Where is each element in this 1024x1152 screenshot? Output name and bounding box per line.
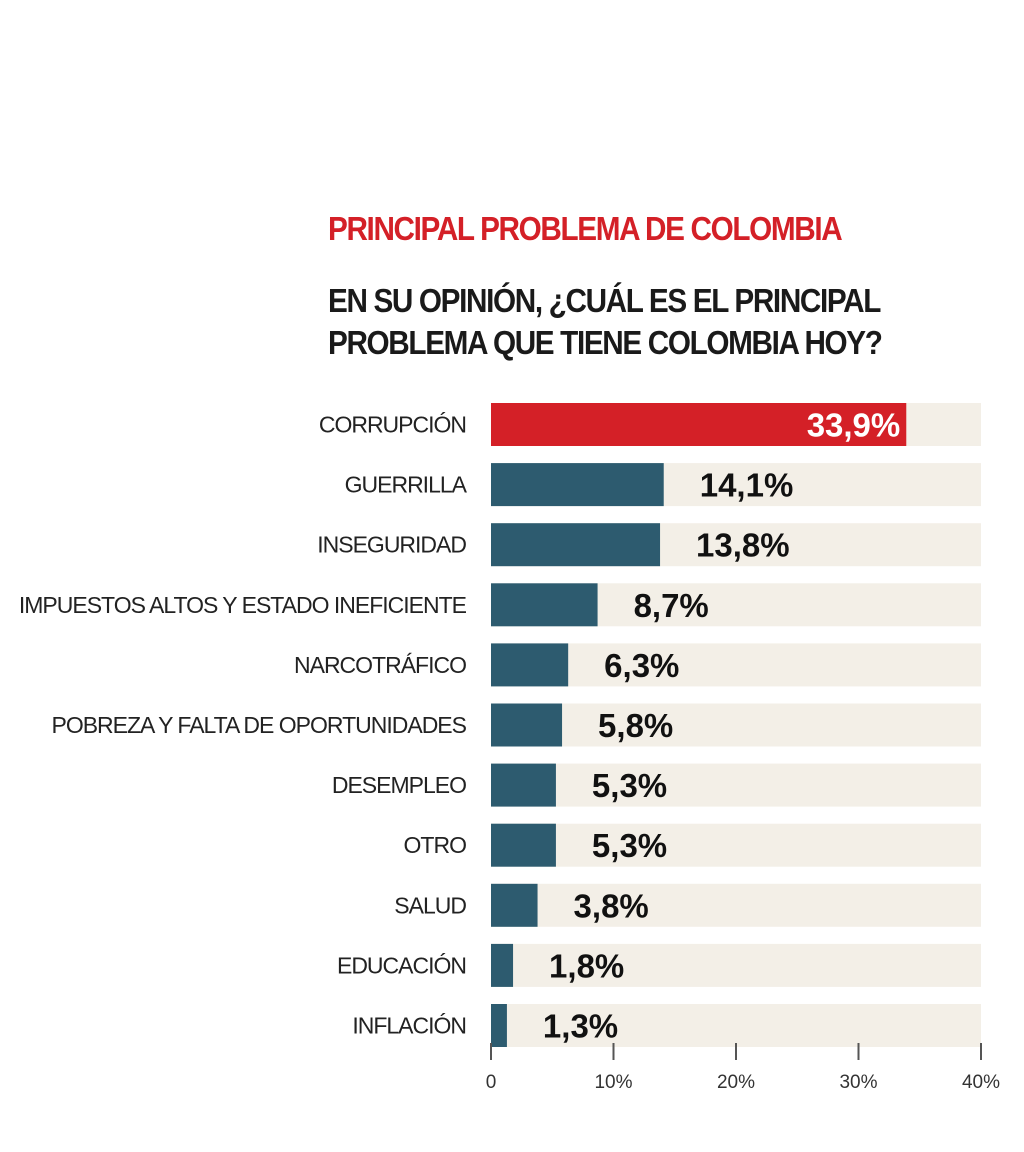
question-line-2: PROBLEMA QUE TIENE COLOMBIA HOY? [328,324,883,361]
value-label: 5,3% [592,767,667,804]
category-label: DESEMPLEO [332,772,466,798]
bar [491,643,569,687]
bar-track [491,823,981,867]
value-label: 1,8% [549,947,624,984]
value-label: 8,7% [634,587,709,624]
bar-track [491,643,981,687]
bar-row: IMPUESTOS ALTOS Y ESTADO INEFICIENTE 8,7% [19,583,981,627]
category-label: IMPUESTOS ALTOS Y ESTADO INEFICIENTE [19,592,467,618]
bar-row: OTRO 5,3% [404,823,981,867]
bar-track [491,763,981,807]
value-label: 6,3% [604,647,679,684]
bar-row: POBREZA Y FALTA DE OPORTUNIDADES 5,8% [51,703,981,747]
category-label: EDUCACIÓN [337,952,466,978]
value-label: 3,8% [574,887,649,924]
bar-row: NARCOTRÁFICO 6,3% [294,643,981,687]
bar [491,763,556,807]
x-axis: 0 10% 20% 30% 40% [486,1043,1000,1093]
category-label: INSEGURIDAD [317,532,466,558]
category-label: CORRUPCIÓN [319,412,466,438]
category-label: SALUD [394,892,466,918]
question-line-1: EN SU OPINIÓN, ¿CUÁL ES EL PRINCIPAL [328,282,881,319]
bar-row: INSEGURIDAD 13,8% [317,523,981,567]
bar-track [491,703,981,747]
tick-label: 40% [962,1072,1000,1093]
category-label: OTRO [404,832,467,858]
bar [491,703,563,747]
chart-rows: CORRUPCIÓN 33,9% GUERRILLA 14,1% INSEGURIDAD… [19,403,981,1047]
value-label: 5,3% [592,827,667,864]
value-label: 5,8% [598,707,673,744]
value-label: 13,8% [696,527,790,564]
tick-label: 0 [486,1072,497,1093]
bar-row: DESEMPLEO 5,3% [332,763,981,807]
value-label: 33,9% [807,407,901,444]
chart-title: PRINCIPAL PROBLEMA DE COLOMBIA [328,210,843,247]
tick-label: 10% [594,1072,632,1093]
category-label: INFLACIÓN [352,1013,466,1039]
tick-label: 20% [717,1072,755,1093]
value-label: 1,3% [543,1008,618,1045]
bar [491,463,664,507]
bar [491,943,514,987]
bar [491,583,598,627]
chart-question: EN SU OPINIÓN, ¿CUÁL ES EL PRINCIPAL PRO… [328,280,883,364]
category-label: NARCOTRÁFICO [294,652,466,678]
bar [491,403,907,446]
bar-row: INFLACIÓN 1,3% [352,1004,981,1047]
bar-row: CORRUPCIÓN 33,9% [319,403,981,446]
bar-track [491,943,981,987]
category-label: POBREZA Y FALTA DE OPORTUNIDADES [51,712,466,738]
bar-row: SALUD 3,8% [394,883,981,927]
bar-row: GUERRILLA 14,1% [345,463,981,507]
value-label: 14,1% [700,467,794,504]
category-label: GUERRILLA [345,472,468,498]
bar [491,523,661,567]
bar [491,1004,507,1047]
bar-track [491,1004,981,1047]
tick-label: 30% [839,1072,877,1093]
bar-row: EDUCACIÓN 1,8% [337,943,981,987]
bar [491,823,556,867]
bar [491,883,538,927]
bar-track [491,883,981,927]
